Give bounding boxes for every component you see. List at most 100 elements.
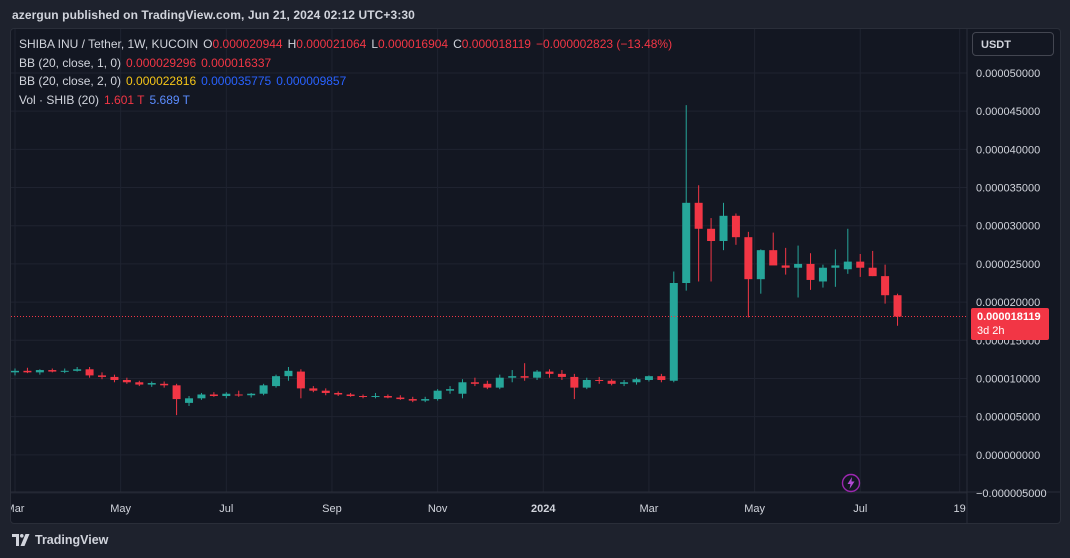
bb2-lower-value: 0.000009857 bbox=[276, 74, 347, 88]
bb2-upper-value: 0.000035775 bbox=[201, 74, 272, 88]
price-axis-label: 0.000045000 bbox=[976, 106, 1040, 118]
candle-body bbox=[234, 394, 243, 396]
candle-body bbox=[408, 399, 417, 401]
legend-volume-row[interactable]: Vol · SHIB (20) 1.601 T 5.689 T bbox=[19, 91, 672, 110]
candle-body bbox=[769, 250, 778, 266]
candle-body bbox=[669, 283, 678, 381]
time-axis-label: Sep bbox=[322, 503, 342, 515]
time-axis-label: 2024 bbox=[531, 503, 556, 515]
candle-body bbox=[122, 379, 131, 383]
volume-label[interactable]: Vol · SHIB (20) bbox=[19, 92, 100, 107]
candle-body bbox=[632, 379, 641, 383]
legend-bb2-row[interactable]: BB (20, close, 2, 0) 0.000022816 0.0000357… bbox=[19, 72, 672, 91]
low-value: 0.000016904 bbox=[378, 37, 449, 51]
price-axis-label: −0.000005000 bbox=[976, 488, 1047, 500]
time-axis-label: 19 bbox=[954, 503, 966, 515]
candle-body bbox=[856, 261, 865, 268]
legend-symbol-row[interactable]: SHIBA INU / Tether, 1W, KUCOIN O0.0000209… bbox=[19, 35, 672, 54]
candle-body bbox=[595, 379, 604, 381]
candle-body bbox=[483, 383, 492, 388]
candle-body bbox=[582, 379, 591, 388]
candle-body bbox=[185, 398, 194, 403]
candle-body bbox=[694, 202, 703, 229]
time-axis-label: May bbox=[744, 503, 765, 515]
candle-body bbox=[321, 390, 330, 393]
candle-body bbox=[533, 371, 542, 378]
last-price-value: 0.000018119 bbox=[977, 311, 1041, 323]
candle-body bbox=[831, 265, 840, 268]
candle-body bbox=[23, 370, 32, 373]
candle-body bbox=[756, 250, 765, 280]
candle-body bbox=[570, 376, 579, 388]
candle-body bbox=[607, 380, 616, 384]
candle-body bbox=[259, 385, 268, 394]
candle-body bbox=[545, 371, 554, 374]
high-value: 0.000021064 bbox=[296, 37, 367, 51]
candle-body bbox=[868, 267, 877, 277]
candle-body bbox=[806, 263, 815, 280]
time-axis-label: May bbox=[110, 503, 131, 515]
candle-body bbox=[682, 202, 691, 283]
candle-body bbox=[147, 383, 156, 385]
candle-body bbox=[284, 370, 293, 377]
price-axis-label: 0.000000000 bbox=[976, 450, 1040, 462]
candlestick-chart[interactable]: 0.000050000 0.000045000 0.000040000 0.00003… bbox=[11, 29, 1060, 523]
time-axis-label: Nov bbox=[428, 503, 448, 515]
candle-body bbox=[11, 370, 19, 373]
tradingview-brand: TradingView bbox=[35, 533, 109, 547]
candle-body bbox=[247, 393, 256, 396]
candle-body bbox=[160, 383, 169, 386]
time-axis-label: Mar bbox=[639, 503, 658, 515]
tradingview-footer[interactable]: TradingView bbox=[12, 531, 108, 549]
candle-body bbox=[209, 394, 218, 397]
volume-ma-value: 5.689 T bbox=[149, 92, 190, 107]
candle-body bbox=[371, 396, 380, 398]
price-axis-label: 0.000035000 bbox=[976, 183, 1040, 195]
bb1-label[interactable]: BB (20, close, 1, 0) bbox=[19, 55, 122, 70]
candle-body bbox=[421, 399, 430, 401]
candle-body bbox=[359, 396, 368, 398]
candle-body bbox=[396, 397, 405, 400]
chart-header: azergun published on TradingView.com, Ju… bbox=[12, 8, 415, 22]
candle-body bbox=[520, 376, 529, 378]
high-label: H bbox=[287, 37, 297, 51]
legend-bb1-row[interactable]: BB (20, close, 1, 0) 0.000029296 0.0000163… bbox=[19, 54, 672, 73]
candle-body bbox=[495, 377, 504, 388]
price-axis-label: 0.000025000 bbox=[976, 259, 1040, 271]
price-axis-label: 0.000050000 bbox=[976, 68, 1040, 80]
candle-body bbox=[881, 276, 890, 296]
candle-body bbox=[60, 370, 69, 372]
close-value: 0.000018119 bbox=[461, 37, 531, 51]
candle-body bbox=[296, 371, 305, 389]
candle-body bbox=[470, 382, 479, 384]
candle-body bbox=[557, 373, 566, 377]
tradingview-logo-icon bbox=[12, 534, 30, 546]
change-value: −0.000002823 (−13.48%) bbox=[535, 37, 673, 51]
lightning-bolt-icon[interactable] bbox=[841, 473, 861, 493]
time-axis-label: Jul bbox=[853, 503, 867, 515]
candle-body bbox=[346, 394, 355, 397]
candle-body bbox=[309, 388, 318, 391]
bb2-label[interactable]: BB (20, close, 2, 0) bbox=[19, 74, 122, 88]
candle-body bbox=[222, 393, 231, 397]
last-price-tag: 0.000018119 3d 2h bbox=[971, 308, 1049, 340]
time-axis-label: Jul bbox=[219, 503, 233, 515]
low-label: L bbox=[371, 37, 379, 51]
candle-body bbox=[197, 394, 206, 399]
symbol-name[interactable]: SHIBA INU / Tether, 1W, KUCOIN bbox=[19, 37, 199, 51]
candle-body bbox=[135, 382, 144, 385]
currency-selector-button[interactable]: USDT bbox=[972, 32, 1054, 56]
candle-body bbox=[719, 215, 728, 241]
candle-body bbox=[744, 237, 753, 280]
chart-panel[interactable]: 0.000050000 0.000045000 0.000040000 0.00003… bbox=[10, 28, 1061, 524]
candle-body bbox=[644, 376, 653, 380]
candle-body bbox=[893, 295, 902, 317]
candle-body bbox=[383, 396, 392, 398]
candle-body bbox=[794, 263, 803, 268]
candle-body bbox=[85, 369, 94, 376]
candle-body bbox=[73, 369, 82, 371]
price-axis-label: 0.000005000 bbox=[976, 412, 1040, 424]
bar-countdown: 3d 2h bbox=[977, 325, 1005, 337]
candle-body bbox=[272, 376, 281, 387]
candle-body bbox=[433, 390, 442, 400]
